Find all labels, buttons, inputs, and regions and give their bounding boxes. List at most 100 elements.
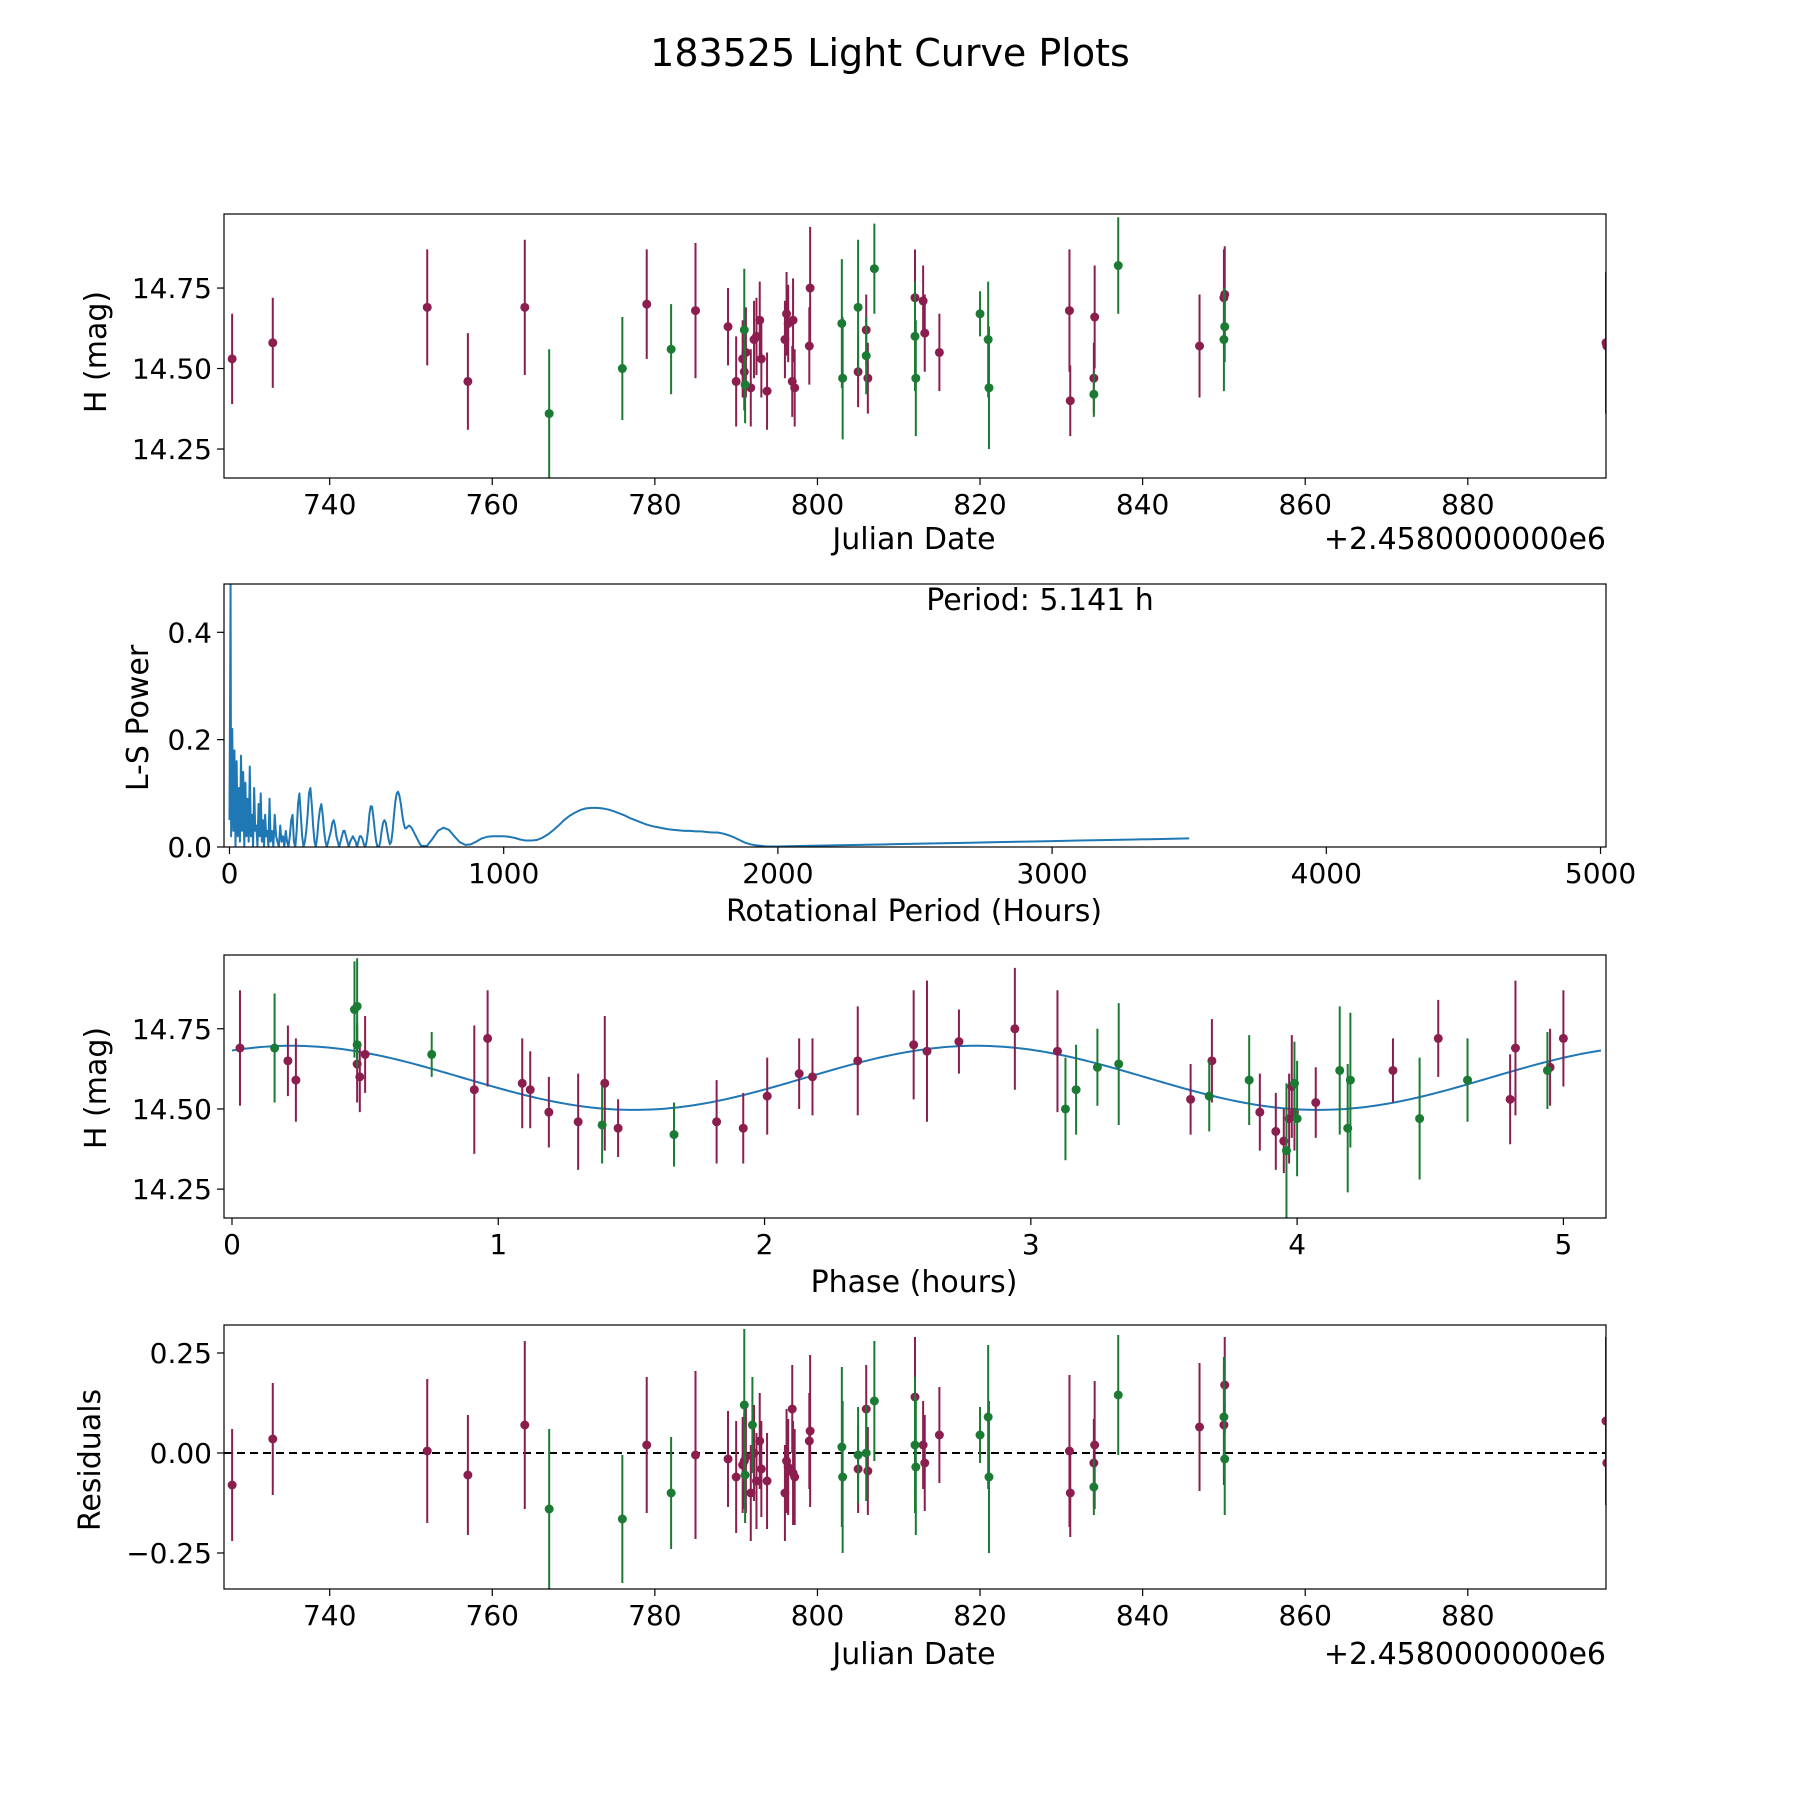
data-point	[807, 1072, 817, 1082]
data-point	[1220, 322, 1230, 332]
data-point	[1335, 1065, 1345, 1075]
x-tick-label: 760	[466, 1599, 519, 1632]
y-tick-label: 14.75	[132, 1013, 212, 1046]
data-point	[746, 1488, 756, 1498]
data-point	[838, 1472, 848, 1482]
data-point	[756, 354, 766, 364]
data-point	[934, 347, 944, 357]
panel-2-xlabel: Rotational Period (Hours)	[726, 894, 1102, 929]
data-point	[422, 302, 432, 312]
axes-frame	[223, 583, 1607, 848]
data-point	[869, 1396, 879, 1406]
axes-frame	[223, 954, 1607, 1219]
data-point	[597, 1120, 607, 1130]
panel-2-ylabel: L-S Power	[121, 644, 156, 791]
data-point	[805, 283, 815, 293]
data-point	[909, 1040, 919, 1050]
data-point	[1186, 1094, 1196, 1104]
data-point	[1204, 1091, 1214, 1101]
x-tick-label: 780	[628, 488, 681, 521]
data-point	[747, 1420, 757, 1430]
data-point	[227, 354, 237, 364]
x-tick-label: 780	[628, 1599, 681, 1632]
data-point	[954, 1037, 964, 1047]
data-point	[1255, 1107, 1265, 1117]
data-point	[1345, 1075, 1355, 1085]
panel-1-offset-label: +2.4580000000e6	[1324, 522, 1606, 557]
data-point	[739, 325, 749, 335]
data-point	[1558, 1033, 1568, 1043]
plot-area	[227, 217, 1606, 478]
x-tick-label: 5	[1554, 1228, 1572, 1261]
panel-3-ylabel: H (mag)	[79, 1027, 114, 1149]
data-point	[790, 383, 800, 393]
data-point	[861, 351, 871, 361]
data-point	[1244, 1075, 1254, 1085]
data-point	[1195, 1422, 1205, 1432]
axes-frame	[223, 213, 1607, 479]
x-tick-label: 800	[791, 488, 844, 521]
data-point	[1113, 261, 1123, 271]
data-point	[544, 1107, 554, 1117]
x-tick-label: 820	[953, 488, 1006, 521]
data-point	[918, 1440, 928, 1450]
y-tick-label: 0.4	[167, 616, 212, 649]
x-tick-label: 840	[1116, 488, 1169, 521]
data-point	[352, 1001, 362, 1011]
data-point	[984, 383, 994, 393]
data-point	[520, 302, 530, 312]
panel-3-xlabel: Phase (hours)	[811, 1265, 1018, 1300]
data-point	[463, 1470, 473, 1480]
x-tick-label: 5000	[1565, 857, 1636, 890]
x-tick-label: 4	[1288, 1228, 1306, 1261]
phase-folded-panel: Phase (hours) H (mag) 0 1 2 3 4 5 14.25 14.50 14…	[79, 954, 1607, 1300]
data-point	[788, 315, 798, 325]
y-tick-label: −0.25	[126, 1537, 212, 1570]
x-tick-label: 0	[223, 1228, 241, 1261]
panel-4-xlabel: Julian Date	[830, 1637, 995, 1672]
x-tick-label: 740	[303, 1599, 356, 1632]
x-tick-label: 0	[221, 857, 239, 890]
data-point	[1505, 1094, 1515, 1104]
data-point	[755, 1436, 765, 1446]
panel-1-xlabel: Julian Date	[830, 522, 995, 557]
data-point	[1092, 1062, 1102, 1072]
data-point	[422, 1446, 432, 1456]
data-point	[227, 1480, 237, 1490]
data-point	[352, 1040, 362, 1050]
y-tick-label: 14.50	[132, 1093, 212, 1126]
x-tick-label: 860	[1278, 488, 1331, 521]
data-point	[1415, 1114, 1425, 1124]
data-point	[1064, 306, 1074, 316]
figure-title: 183525 Light Curve Plots	[650, 31, 1130, 75]
data-point	[751, 1476, 761, 1486]
data-point	[1271, 1126, 1281, 1136]
data-point	[1071, 1085, 1081, 1095]
x-tick-label: 3000	[1016, 857, 1087, 890]
axes-frame	[223, 1324, 1607, 1590]
data-point	[483, 1033, 493, 1043]
data-point	[291, 1075, 301, 1085]
data-point	[863, 1466, 873, 1476]
y-tick-label: 0.0	[167, 831, 212, 864]
data-point	[861, 1448, 871, 1458]
data-point	[1292, 1114, 1302, 1124]
x-tick-label: 880	[1441, 488, 1494, 521]
x-tick-label: 760	[466, 488, 519, 521]
y-tick-label: 0.25	[150, 1337, 212, 1370]
y-tick-label: 0.00	[150, 1437, 212, 1470]
data-point	[762, 386, 772, 396]
data-point	[922, 1046, 932, 1056]
data-point	[573, 1117, 583, 1127]
x-tick-label: 4000	[1291, 857, 1362, 890]
data-point	[756, 1464, 766, 1474]
data-point	[863, 373, 873, 383]
data-point	[920, 1458, 930, 1468]
data-point	[666, 344, 676, 354]
data-point	[751, 331, 761, 341]
x-tick-label: 1000	[468, 857, 539, 890]
x-tick-label: 3	[1022, 1228, 1040, 1261]
data-point	[869, 264, 879, 274]
data-point	[794, 1069, 804, 1079]
y-tick-label: 14.50	[132, 353, 212, 386]
